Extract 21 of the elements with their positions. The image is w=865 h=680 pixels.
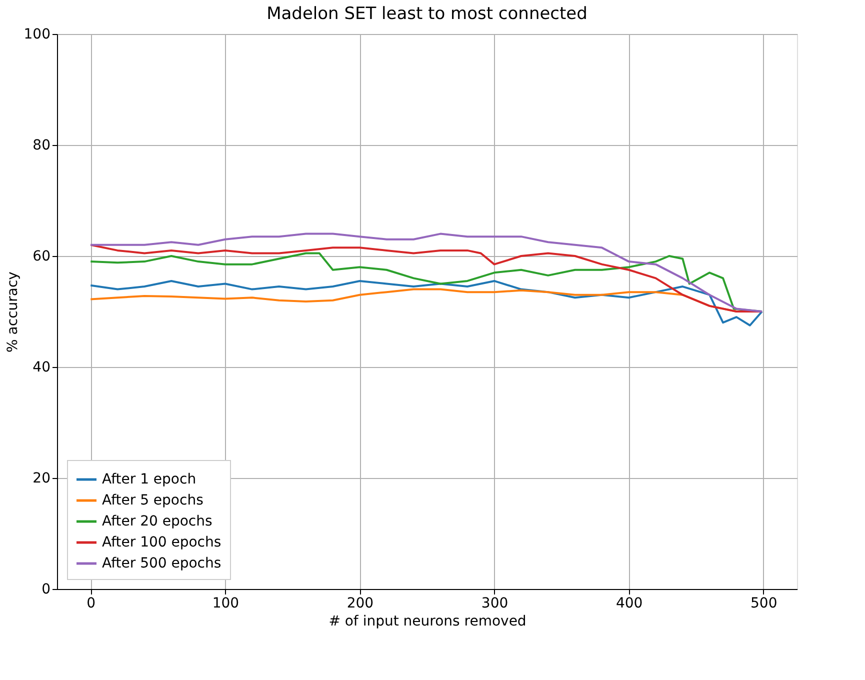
y-tick-label: 80 [32, 138, 50, 154]
x-tick-label: 500 [750, 596, 778, 612]
legend-label: After 20 epochs [102, 514, 212, 530]
x-tick-label: 400 [616, 596, 643, 612]
y-tick-label: 40 [32, 360, 50, 376]
y-tick-label: 0 [42, 582, 50, 598]
x-tick-label: 200 [346, 596, 374, 612]
x-tick-label: 100 [212, 596, 240, 612]
legend-label: After 5 epochs [102, 492, 204, 508]
y-tick-label: 100 [24, 26, 50, 42]
legend-label: After 100 epochs [102, 534, 222, 550]
x-tick-label: 300 [481, 596, 508, 612]
legend-label: After 1 epoch [102, 472, 196, 488]
legend-label: After 500 epochs [102, 556, 222, 572]
y-tick-label: 20 [32, 470, 50, 486]
x-axis-title: # of input neurons removed [328, 614, 526, 630]
x-tick-label: 0 [86, 596, 96, 612]
y-axis-title: % accuracy [4, 272, 21, 352]
line-series [90, 280, 764, 326]
chart-title: Madelon SET least to most connected [266, 4, 588, 24]
y-tick-label: 60 [32, 248, 50, 264]
